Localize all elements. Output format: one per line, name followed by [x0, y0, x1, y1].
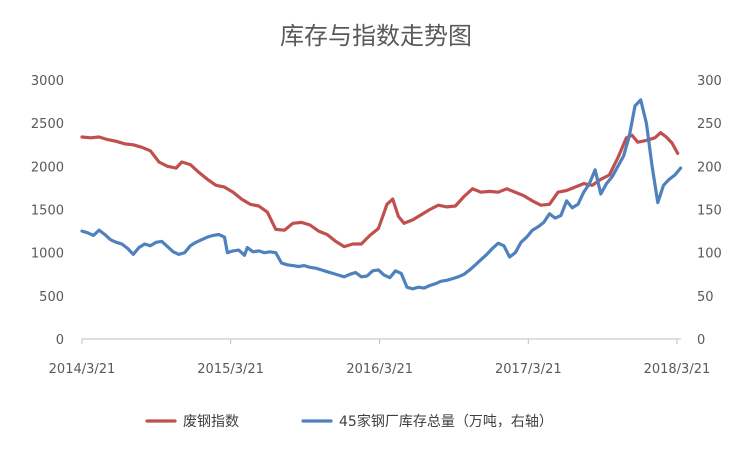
- y-right-tick-label: 200: [697, 160, 722, 175]
- legend: 废钢指数 45家钢厂库存总量（万吨，右轴）: [145, 413, 553, 430]
- y-right-tick-label: 0: [697, 333, 705, 348]
- y-left-tick-label: 1000: [31, 247, 64, 262]
- y-left-tick-label: 2500: [31, 117, 64, 132]
- y-right-tick-label: 250: [697, 117, 722, 132]
- y-right-tick-label: 50: [697, 290, 714, 305]
- x-tick-label: 2017/3/21: [495, 362, 562, 377]
- y-left-tick-label: 1500: [31, 204, 64, 219]
- chart-title: 库存与指数走势图: [280, 22, 472, 50]
- y-right-tick-label: 300: [697, 74, 722, 89]
- series-line-1: [80, 131, 680, 249]
- legend-label-1: 废钢指数: [183, 414, 239, 430]
- x-tick-label: 2015/3/21: [197, 362, 264, 377]
- axes-layer: 2014/3/21 2015/3/21 2016/3/21 2017/3/21 2018…: [31, 74, 722, 377]
- y-left-tick-label: 0: [56, 333, 64, 348]
- y-left-tick-label: 500: [39, 290, 64, 305]
- series-layer: [80, 98, 683, 291]
- x-tick-label: 2014/3/21: [49, 362, 116, 377]
- y-left-tick-label: 3000: [31, 74, 64, 89]
- legend-label-2: 45家钢厂库存总量（万吨，右轴）: [339, 413, 553, 430]
- x-tick-label: 2018/3/21: [644, 362, 711, 377]
- y-left-tick-label: 2000: [31, 160, 64, 175]
- series-line-2: [80, 98, 683, 291]
- y-right-tick-label: 100: [697, 247, 722, 262]
- x-tick-label: 2016/3/21: [346, 362, 413, 377]
- y-right-tick-label: 150: [697, 204, 722, 219]
